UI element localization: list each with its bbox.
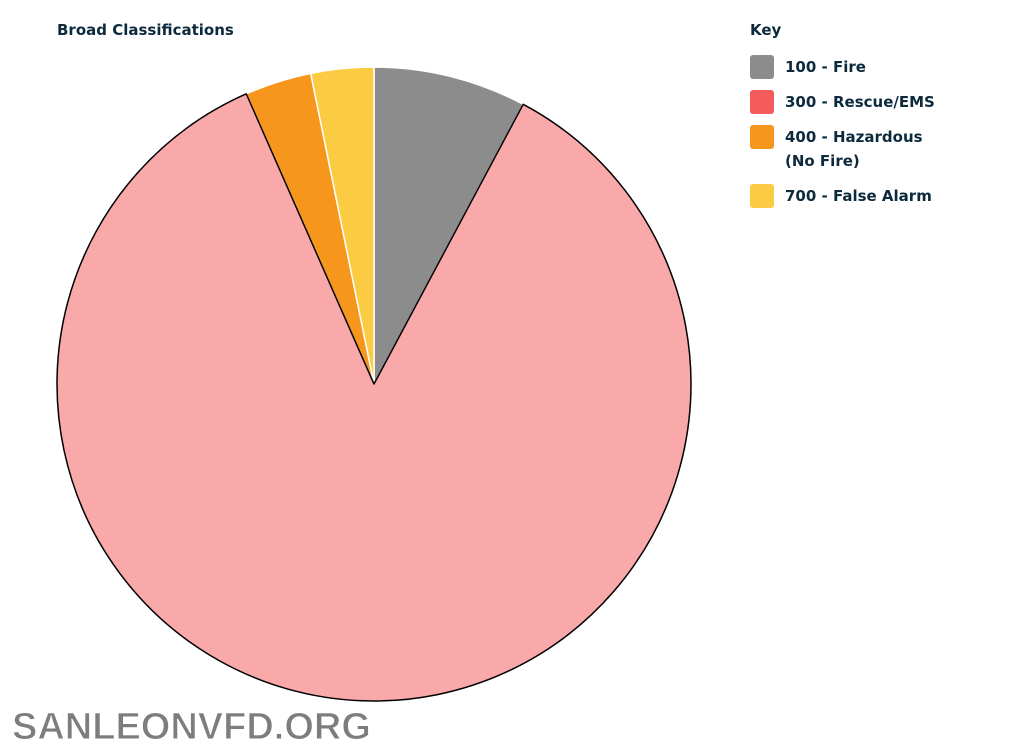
legend-title: Key [750, 21, 782, 39]
legend-item: 400 - Hazardous (No Fire) [750, 125, 970, 173]
legend-label: 700 - False Alarm [785, 187, 932, 205]
chart-title: Broad Classifications [57, 21, 234, 39]
legend-swatch [750, 55, 774, 79]
pie-slice [373, 66, 524, 385]
legend-label: 100 - Fire [785, 58, 866, 76]
legend-item: 700 - False Alarm [750, 184, 970, 208]
legend-item: 100 - Fire [750, 55, 970, 79]
legend-item: 300 - Rescue/EMS [750, 90, 970, 114]
legend-swatch [750, 125, 774, 149]
legend-label: 300 - Rescue/EMS [785, 93, 935, 111]
watermark: SANLEONVFD.ORG [12, 706, 372, 749]
pie-slice [56, 93, 692, 702]
legend-swatch [750, 184, 774, 208]
legend-label: 400 - Hazardous (No Fire) [785, 128, 923, 170]
pie-slice [309, 66, 375, 385]
legend: Key 100 - Fire 300 - Rescue/EMS 400 - Haza… [750, 21, 970, 219]
legend-swatch [750, 90, 774, 114]
